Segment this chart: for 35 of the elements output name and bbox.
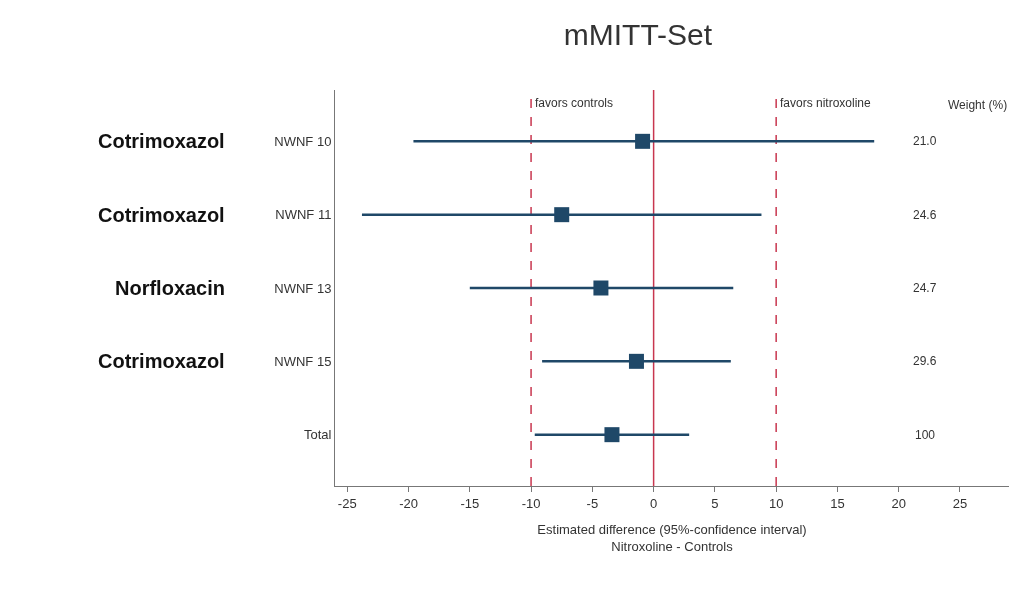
annotation: 24.7 <box>913 281 937 295</box>
annotation: 100 <box>915 428 936 442</box>
point <box>604 427 620 443</box>
annotation: 29.6 <box>913 354 937 368</box>
point <box>554 207 570 223</box>
text: Norfloxacin <box>115 277 226 299</box>
point <box>628 353 644 369</box>
x-tick-label: 0 <box>650 495 658 511</box>
x-tick-label: 15 <box>830 495 845 511</box>
point <box>635 133 651 149</box>
y-tick-label: NWNF 11 <box>275 207 332 223</box>
annotation: favors controls <box>535 96 614 110</box>
text: Cotrimoxazol <box>98 350 225 372</box>
text: Cotrimoxazol <box>98 130 225 152</box>
y-tick-label: NWNF 10 <box>274 133 332 149</box>
point <box>593 280 609 296</box>
x-tick-label: 25 <box>952 495 968 511</box>
y-tick-label: NWNF 13 <box>274 280 332 296</box>
x-tick-label: 10 <box>768 495 784 511</box>
annotation: Weight (%) <box>948 98 1008 112</box>
x-tick-label: 20 <box>891 495 906 511</box>
annotation: 21.0 <box>913 134 937 148</box>
y-tick-label: Total <box>303 427 332 443</box>
x-tick-label: 5 <box>711 495 719 511</box>
chart-title: mMITT-Set <box>563 17 713 51</box>
x-tick-label: -15 <box>460 495 480 511</box>
x-tick-label: -10 <box>521 495 541 511</box>
y-tick-label: NWNF 15 <box>274 353 332 369</box>
x-axis-title: Estimated difference (95%-confidence interval) Nitroxoline - Controls <box>537 522 807 555</box>
annotation: favors nitroxoline <box>780 96 872 110</box>
x-tick-label: -20 <box>399 495 418 511</box>
text: Cotrimoxazol <box>98 204 225 226</box>
x-tick-label: -5 <box>586 495 599 511</box>
annotation: 24.6 <box>913 208 937 222</box>
x-tick-label: -25 <box>337 495 357 511</box>
